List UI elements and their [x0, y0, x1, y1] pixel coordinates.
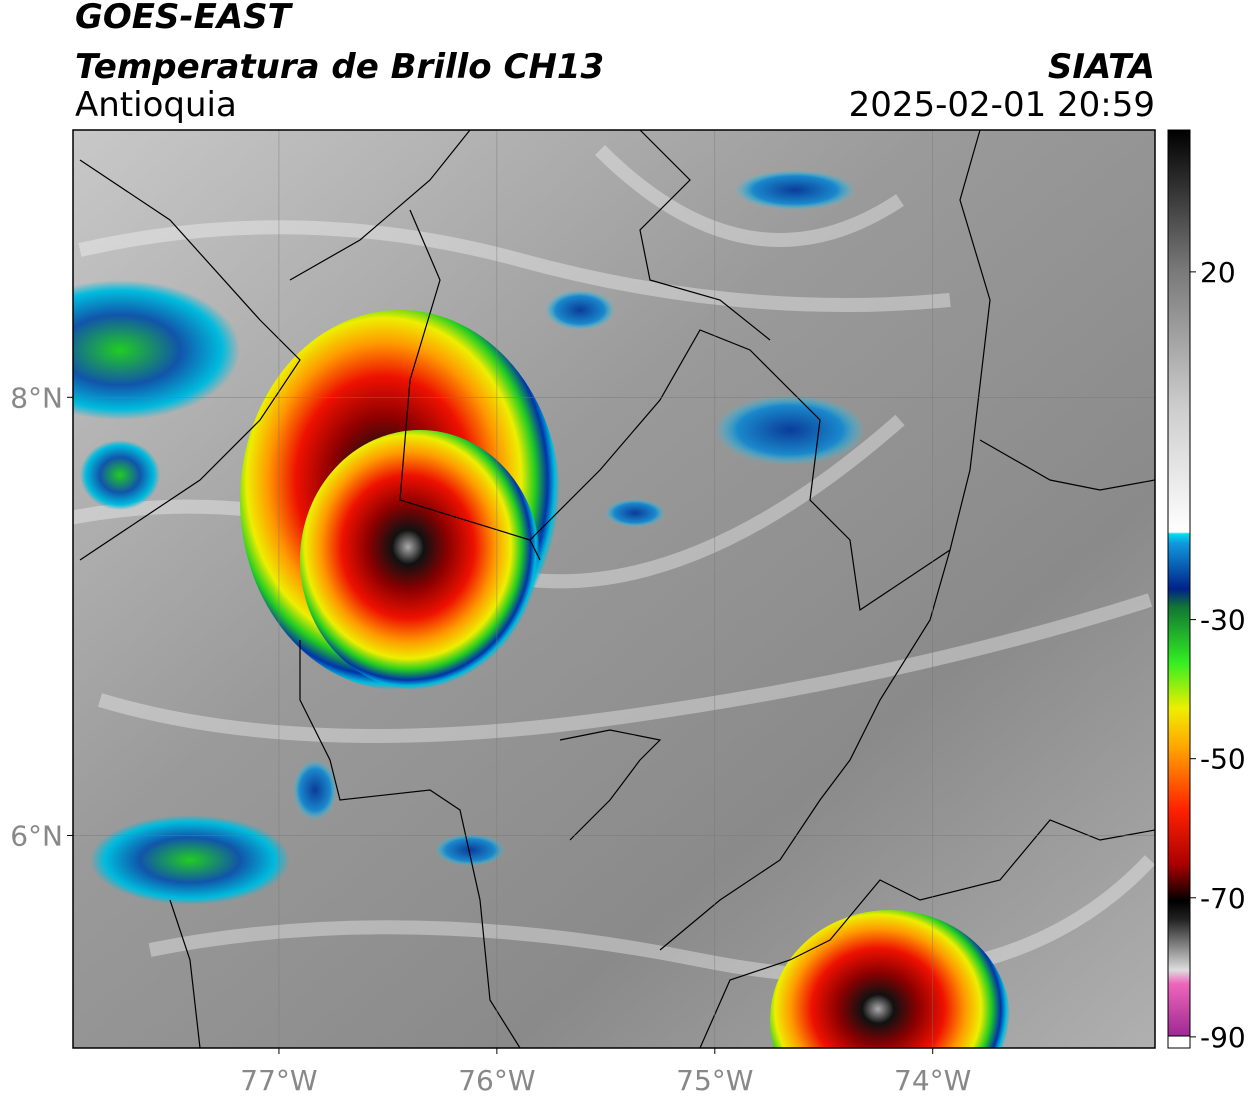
datetime: 2025-02-01 20:59 — [849, 85, 1155, 125]
x-tick-label: 76°W — [458, 1064, 535, 1097]
borders — [79, 130, 1155, 1048]
source: SIATA — [1048, 47, 1155, 87]
cloud-streaks — [73, 145, 1155, 984]
title: GOES-EAST — [75, 0, 294, 37]
x-tick-label: 74°W — [894, 1064, 971, 1097]
colorbar-under — [1167, 1035, 1191, 1049]
storm-cell — [300, 430, 540, 690]
colorbar-tick-label: -90 — [1200, 1021, 1246, 1054]
y-tick-label: 6°N — [10, 819, 63, 852]
cloud-cell — [715, 395, 865, 465]
x-tick-label: 77°W — [240, 1064, 317, 1097]
colorbar-tick-label: -50 — [1200, 743, 1246, 776]
cloud-cell — [735, 170, 855, 210]
colorbar-tick-label: -70 — [1200, 882, 1246, 915]
cloud-cell — [605, 499, 665, 527]
colorbar — [1167, 129, 1191, 1049]
cloud-cell — [293, 760, 337, 820]
x-tick-label: 75°W — [676, 1064, 753, 1097]
map-area — [73, 130, 1155, 1048]
cloud-cell — [90, 815, 290, 905]
storm-cell — [770, 910, 1010, 1048]
colorbar-tick-label: 20 — [1200, 256, 1236, 289]
map-frame — [72, 129, 1156, 1049]
map-background — [73, 130, 1155, 1048]
cloud-cell — [545, 290, 615, 330]
cloud-cell — [80, 440, 160, 510]
subtitle: Temperatura de Brillo CH13 — [75, 47, 604, 87]
colorbar-tick-label: -30 — [1200, 604, 1246, 637]
y-tick-label: 8°N — [10, 381, 63, 414]
cloud-cell — [73, 280, 240, 420]
cloud-cell — [435, 834, 505, 866]
region: Antioquia — [75, 85, 237, 125]
